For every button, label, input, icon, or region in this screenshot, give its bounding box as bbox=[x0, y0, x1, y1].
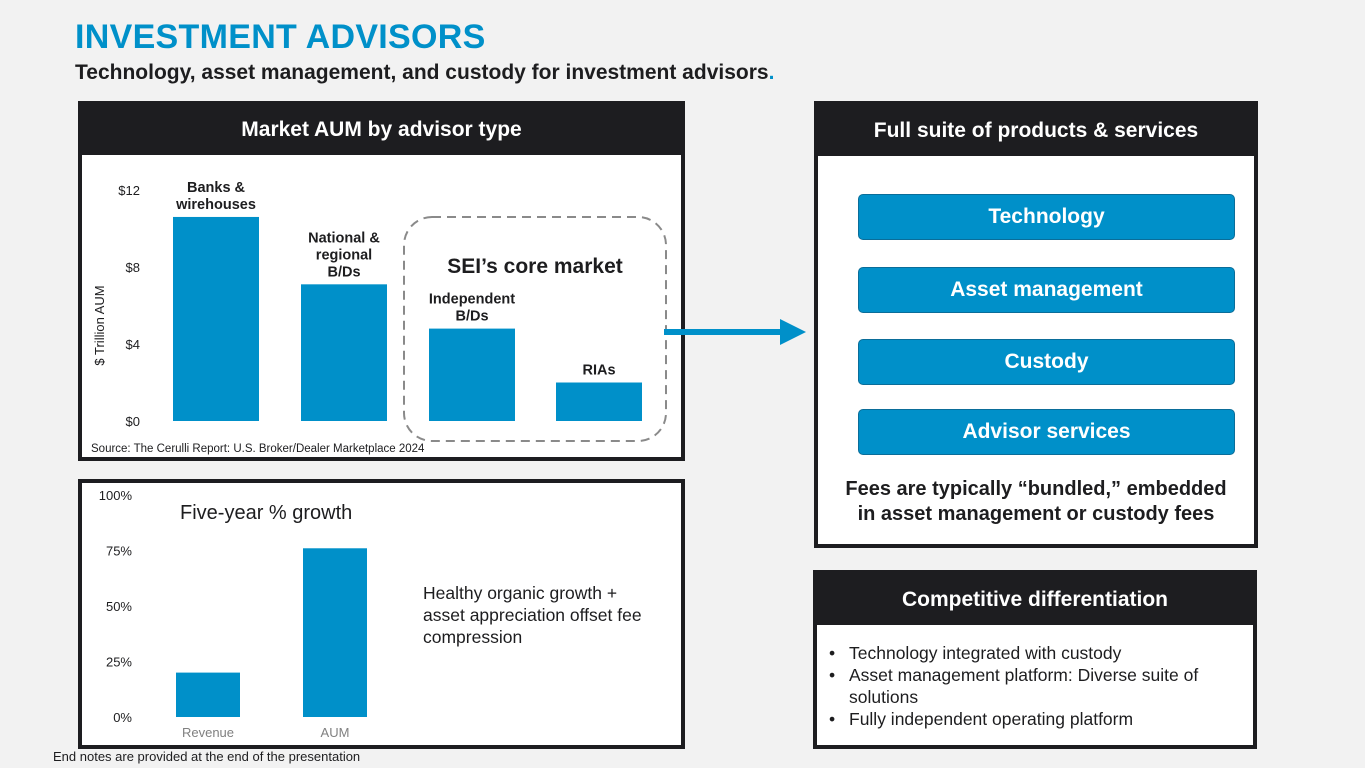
growth-note-line: Healthy organic growth + bbox=[423, 583, 618, 603]
subtitle-text: Technology, asset management, and custod… bbox=[75, 61, 769, 84]
y-tick-label: $4 bbox=[126, 337, 140, 352]
growth-chart: 0% 25% 50% 75% 100% Five-year % growth Revenue… bbox=[99, 488, 367, 740]
aum-chart: $0 $4 $8 $12 $ Trillion AUM SEI’s core market… bbox=[91, 180, 667, 455]
growth-note-line: compression bbox=[423, 627, 523, 647]
aum-panel-heading: Market AUM by advisor type bbox=[82, 105, 681, 155]
x-tick-label: Revenue bbox=[182, 725, 234, 740]
suite-panel-heading: Full suite of products & services bbox=[818, 105, 1254, 156]
bar-label: B/Ds bbox=[327, 264, 360, 280]
core-market-label: SEI’s core market bbox=[447, 255, 623, 278]
bar-label: RIAs bbox=[582, 363, 615, 379]
bar bbox=[176, 672, 240, 717]
bar bbox=[301, 284, 387, 421]
y-tick-label: $8 bbox=[126, 260, 140, 275]
arrow-icon bbox=[664, 319, 806, 345]
y-tick-label: 100% bbox=[99, 488, 133, 503]
list-item: Asset management platform: Diverse suite… bbox=[825, 664, 1233, 708]
service-advisor-services: Advisor services bbox=[858, 409, 1235, 455]
page-subtitle: Technology, asset management, and custod… bbox=[75, 61, 774, 85]
service-custody: Custody bbox=[858, 339, 1235, 385]
diff-list: Technology integrated with custody Asset… bbox=[825, 642, 1233, 730]
fees-note-line: Fees are typically “bundled,” embedded bbox=[845, 478, 1227, 500]
source-note: Source: The Cerulli Report: U.S. Broker/… bbox=[91, 443, 425, 455]
x-tick-label: AUM bbox=[321, 725, 350, 740]
bar-label: regional bbox=[316, 247, 372, 263]
bar-label: Banks & bbox=[187, 180, 246, 196]
bar-label: Independent bbox=[429, 292, 515, 308]
aum-panel: Market AUM by advisor type $0 $4 $8 $12 $ Tr… bbox=[78, 101, 685, 461]
bar-label: wirehouses bbox=[175, 197, 256, 213]
y-tick-label: 75% bbox=[106, 544, 132, 559]
list-item: Technology integrated with custody bbox=[825, 642, 1233, 664]
bar bbox=[556, 382, 642, 421]
service-asset-management: Asset management bbox=[858, 267, 1235, 313]
y-axis-label: $ Trillion AUM bbox=[92, 285, 107, 365]
page-title: INVESTMENT ADVISORS bbox=[75, 18, 486, 56]
suite-panel: Full suite of products & services Techno… bbox=[814, 101, 1258, 548]
diff-panel-heading: Competitive differentiation bbox=[817, 574, 1253, 625]
bar bbox=[429, 328, 515, 421]
bar-label: B/Ds bbox=[455, 309, 488, 325]
end-note: End notes are provided at the end of the… bbox=[53, 749, 361, 764]
y-tick-label: 25% bbox=[106, 655, 132, 670]
diff-panel: Competitive differentiation Technology i… bbox=[813, 570, 1257, 749]
bar bbox=[303, 548, 367, 717]
y-tick-label: $12 bbox=[118, 183, 140, 198]
y-tick-label: 0% bbox=[113, 710, 132, 725]
service-technology: Technology bbox=[858, 194, 1235, 240]
bar-label: National & bbox=[308, 230, 380, 246]
y-tick-label: 50% bbox=[106, 599, 132, 614]
list-item: Fully independent operating platform bbox=[825, 708, 1233, 730]
growth-note: Healthy organic growth + asset appreciat… bbox=[423, 582, 642, 648]
fees-note: Fees are typically “bundled,” embedded i… bbox=[828, 477, 1244, 527]
chart-title: Five-year % growth bbox=[180, 502, 352, 524]
growth-note-line: asset appreciation offset fee bbox=[423, 605, 642, 625]
bar bbox=[173, 216, 259, 421]
fees-note-line: in asset management or custody fees bbox=[857, 503, 1215, 525]
subtitle-dot: . bbox=[768, 61, 775, 84]
y-tick-label: $0 bbox=[126, 414, 140, 429]
